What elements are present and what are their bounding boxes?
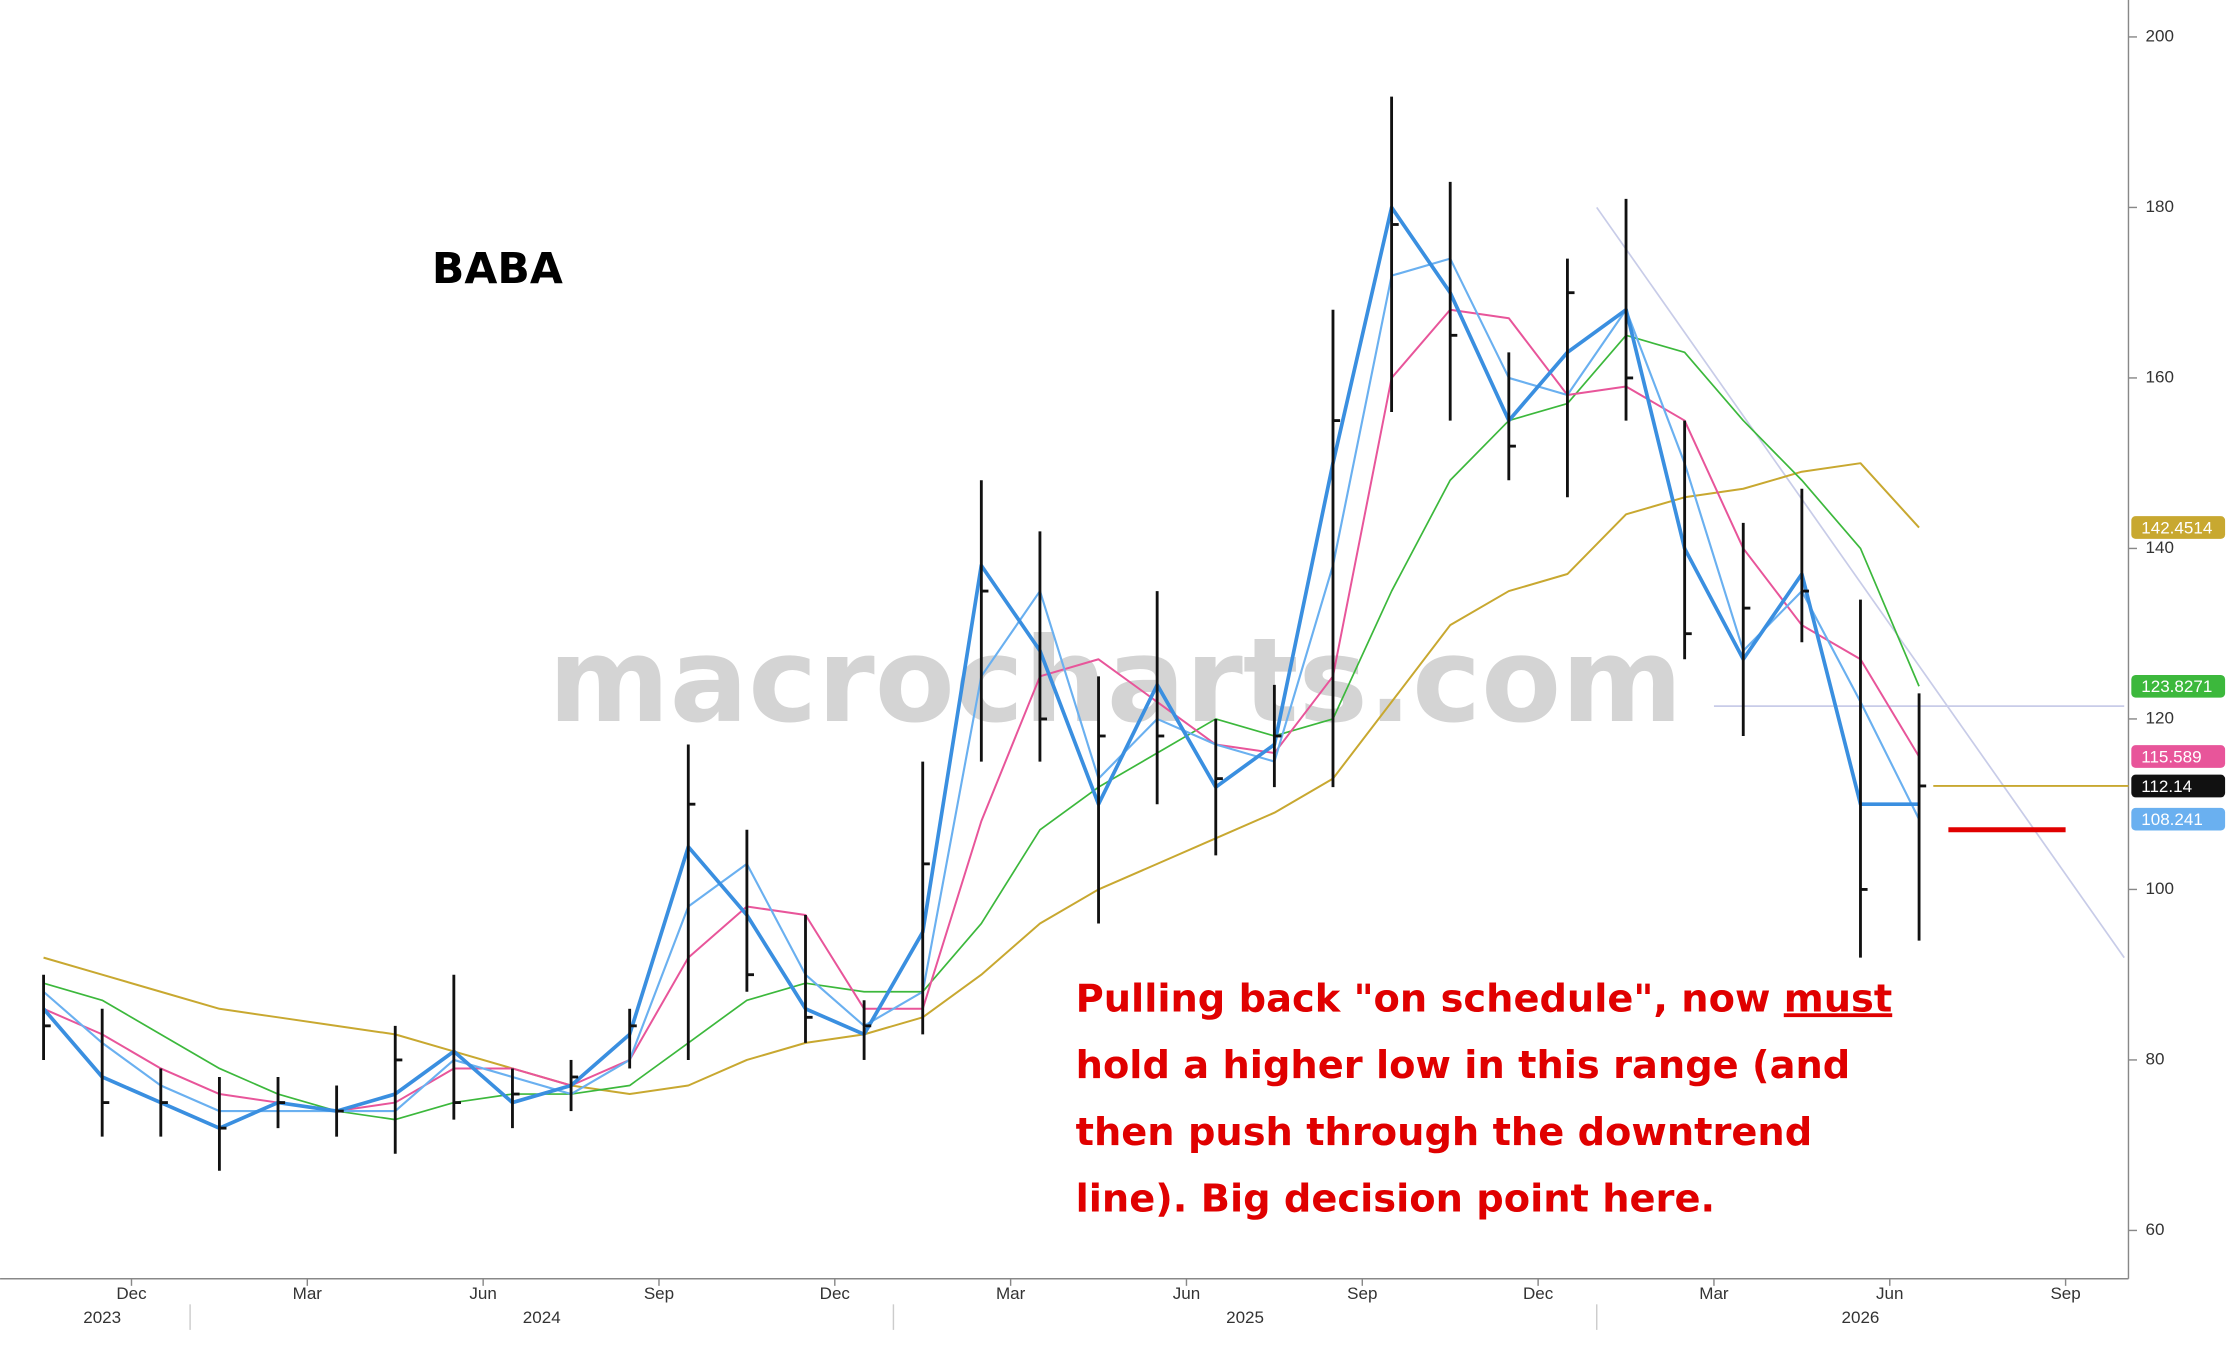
x-tick-label: Sep — [2050, 1284, 2080, 1303]
moving-average — [43, 308, 1920, 1113]
y-tick-label: 60 — [2146, 1220, 2165, 1239]
x-tick-label: Jun — [469, 1284, 496, 1303]
annotation-part: hold a higher low in this range (and — [1076, 1043, 1851, 1088]
value-tag — [2131, 516, 2226, 539]
y-tick-label: 200 — [2146, 26, 2174, 45]
value-tag-label: 108.241 — [2141, 810, 2203, 829]
x-tick-label: Dec — [820, 1284, 851, 1303]
x-tick-label: Jun — [1876, 1284, 1903, 1303]
value-tag-label: 112.14 — [2141, 777, 2192, 796]
moving-average — [43, 334, 1920, 1121]
value-tag-label: 142.4514 — [2141, 518, 2212, 537]
x-tick-label: Mar — [996, 1284, 1026, 1303]
y-tick-label: 180 — [2146, 197, 2174, 216]
reference-line — [1596, 206, 2125, 959]
x-tick-label: Mar — [1699, 1284, 1729, 1303]
annotation: line). Big decision point here. — [1076, 1176, 1715, 1221]
year-label: 2026 — [1842, 1308, 1880, 1327]
x-tick-label: Sep — [644, 1284, 674, 1303]
annotation-part: line). Big decision point here. — [1076, 1176, 1715, 1221]
x-tick-label: Dec — [1523, 1284, 1554, 1303]
value-tag — [2131, 674, 2226, 698]
chart-title: BABA — [432, 244, 563, 294]
year-label: 2023 — [83, 1308, 121, 1327]
annotation: then push through the downtrend — [1076, 1109, 1813, 1154]
y-tick-label: 120 — [2146, 708, 2174, 727]
annotation-part: must — [1784, 976, 1892, 1021]
annotation: hold a higher low in this range (and — [1076, 1043, 1851, 1088]
value-tag — [2131, 745, 2226, 768]
x-tick-label: Jun — [1173, 1284, 1200, 1303]
value-tag-label: 115.589 — [2141, 747, 2201, 766]
value-tag-label: 123.8271 — [2141, 677, 2212, 696]
x-tick-label: Sep — [1347, 1284, 1377, 1303]
x-tick-label: Dec — [116, 1284, 147, 1303]
watermark: macrocharts.com — [548, 614, 1682, 749]
y-tick-label: 80 — [2146, 1049, 2165, 1068]
y-tick-label: 140 — [2146, 538, 2174, 557]
year-label: 2024 — [523, 1308, 561, 1327]
value-tag — [2131, 807, 2226, 831]
annotation: Pulling back "on schedule", now must — [1076, 976, 1893, 1021]
annotation-part: then push through the downtrend — [1076, 1109, 1813, 1154]
moving-average — [43, 462, 1920, 1096]
value-tag — [2131, 774, 2226, 798]
y-tick-label: 100 — [2146, 879, 2174, 898]
x-tick-label: Mar — [293, 1284, 323, 1303]
year-label: 2025 — [1226, 1308, 1264, 1327]
y-tick-label: 160 — [2146, 367, 2174, 386]
annotation-part: Pulling back "on schedule", now — [1076, 976, 1784, 1021]
